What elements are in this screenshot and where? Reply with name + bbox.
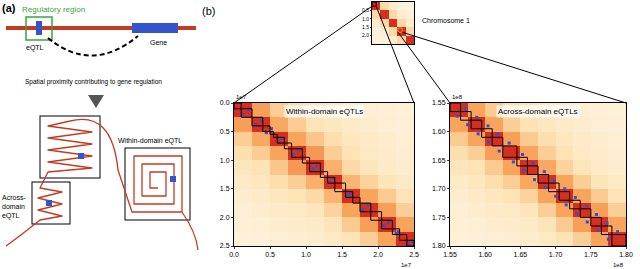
svg-text:2.0: 2.0 (373, 251, 383, 258)
svg-text:Chromosome 1: Chromosome 1 (422, 17, 470, 24)
svg-text:1e7: 1e7 (401, 262, 412, 268)
svg-text:1.75: 1.75 (432, 214, 446, 221)
svg-text:1e7: 1e7 (236, 94, 247, 100)
svg-text:Across-: Across- (2, 194, 26, 201)
svg-text:1.60: 1.60 (478, 251, 492, 258)
svg-text:1.5: 1.5 (337, 251, 347, 258)
svg-text:domain: domain (2, 203, 25, 210)
svg-text:1.55: 1.55 (432, 99, 446, 106)
svg-text:2.5: 2.5 (409, 251, 419, 258)
svg-text:1e8: 1e8 (613, 262, 624, 268)
svg-text:0.5: 0.5 (220, 128, 230, 135)
svg-text:0.0: 0.0 (220, 99, 230, 106)
svg-text:Gene: Gene (150, 39, 167, 46)
svg-text:Regulatory region: Regulatory region (22, 5, 85, 14)
svg-text:1.80: 1.80 (619, 251, 633, 258)
svg-text:1.5: 1.5 (362, 24, 369, 30)
svg-text:Spatial proximity contributing: Spatial proximity contributing to gene r… (25, 78, 162, 86)
svg-text:Across-domain eQTLs: Across-domain eQTLs (498, 107, 578, 116)
svg-text:eQTL: eQTL (26, 44, 44, 52)
svg-text:2.0: 2.0 (220, 214, 230, 221)
svg-text:(a): (a) (2, 2, 16, 14)
svg-text:1.65: 1.65 (432, 157, 446, 164)
svg-text:1.0: 1.0 (301, 251, 311, 258)
svg-text:0.0: 0.0 (229, 251, 239, 258)
svg-text:0.5: 0.5 (362, 7, 369, 13)
svg-text:1.60: 1.60 (432, 128, 446, 135)
svg-text:1e8: 1e8 (452, 94, 463, 100)
svg-text:1.5: 1.5 (220, 185, 230, 192)
svg-text:1.55: 1.55 (443, 251, 457, 258)
svg-text:2.5: 2.5 (220, 242, 230, 249)
svg-text:(b): (b) (202, 5, 215, 17)
svg-text:1.70: 1.70 (549, 251, 563, 258)
svg-text:1.0: 1.0 (220, 157, 230, 164)
svg-text:Within-domain eQTLs: Within-domain eQTLs (286, 107, 363, 116)
svg-text:Within-domain eQTL: Within-domain eQTL (118, 137, 182, 145)
svg-text:1.0: 1.0 (362, 16, 369, 22)
svg-text:eQTL: eQTL (2, 212, 20, 220)
svg-text:2.0: 2.0 (362, 32, 369, 38)
svg-text:1.80: 1.80 (432, 242, 446, 249)
svg-text:1.75: 1.75 (584, 251, 598, 258)
svg-text:1.65: 1.65 (514, 251, 528, 258)
svg-text:0.5: 0.5 (265, 251, 275, 258)
svg-text:1.70: 1.70 (432, 185, 446, 192)
